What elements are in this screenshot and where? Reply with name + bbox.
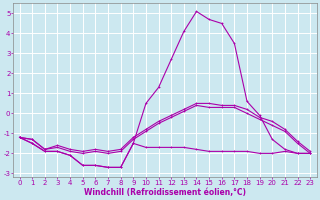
X-axis label: Windchill (Refroidissement éolien,°C): Windchill (Refroidissement éolien,°C) [84, 188, 246, 197]
